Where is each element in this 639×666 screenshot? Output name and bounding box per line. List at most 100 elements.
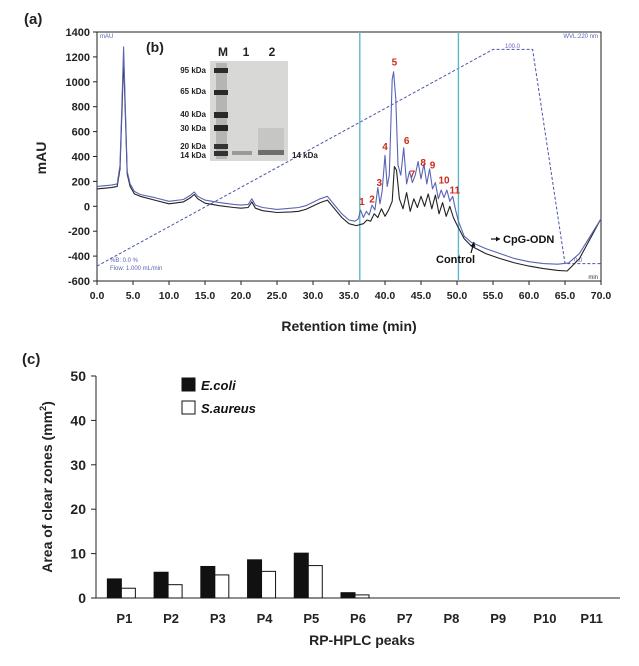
- chromatogram-x-axis-title: Retention time (min): [281, 318, 416, 334]
- gel-lane-label-2: 2: [269, 45, 276, 59]
- y-title-main: Area of clear zones (mm: [39, 411, 55, 573]
- control-trace: [96, 56, 602, 272]
- gel-lane2-band: [258, 150, 284, 155]
- control-series-label: Control: [436, 254, 475, 266]
- gel-lane-marker-smear: [216, 63, 227, 159]
- bar-x-tick-label: P3: [210, 611, 226, 626]
- peak-number-label: 4: [382, 142, 388, 153]
- panel-b-label: (b): [146, 39, 164, 55]
- x-tick-label: 65.0: [555, 290, 576, 302]
- bar-x-tick-label: P9: [490, 611, 506, 626]
- chromatogram-wavelength-label: WVL:220 nm: [563, 34, 598, 40]
- x-tick-label: 0.0: [90, 290, 105, 302]
- peak-number-label: 1: [359, 197, 365, 208]
- bar-chart-axes: 0 10 20 30 40 50 P1 P2 P3 P4 P5 P6 P7 P8 P9 P10 P11: [70, 368, 620, 626]
- gel-band-20kda: [214, 144, 228, 149]
- bar-chart-y-axis-title: Area of clear zones (mm2): [38, 401, 55, 573]
- bar-ecoli: [106, 578, 122, 599]
- gel-marker-95kda: 95 kDa: [180, 66, 206, 75]
- y-tick-label: 400: [72, 152, 90, 164]
- gel-marker-65kda: 65 kDa: [180, 87, 206, 96]
- bar-ecoli: [247, 559, 263, 599]
- x-tick-label: 30.0: [303, 290, 324, 302]
- gel-band-40kda: [214, 112, 228, 118]
- y-title-close: ): [39, 401, 55, 406]
- bar-chart-x-axis-title: RP-HPLC peaks: [309, 632, 415, 648]
- x-tick-label: 70.0: [591, 290, 612, 302]
- bar-x-tick-label: P1: [116, 611, 132, 626]
- legend-swatch-saureus: [181, 400, 196, 415]
- peak-number-label: 11: [450, 186, 461, 197]
- gel-band-14kda: [214, 151, 228, 156]
- y-tick-label: 800: [72, 102, 90, 114]
- peak-number-label: 6: [404, 136, 410, 147]
- chromatogram-ticks: -600 -400 -200 0 200 400 600 800 1000 1200 1400 0.0…: [66, 27, 612, 302]
- gel-band-65kda: [214, 90, 228, 95]
- legend-swatch-ecoli: [181, 377, 196, 392]
- y-tick-label: 1000: [66, 77, 90, 89]
- x-tick-label: 5.0: [126, 290, 141, 302]
- bar-saureus: [120, 587, 136, 599]
- peak-number-label: 9: [430, 161, 436, 172]
- gel-lane2-smear: [258, 128, 284, 150]
- collection-window-lines: [359, 32, 460, 281]
- flow-rate-label: Flow: 1.000 mL/min: [110, 266, 162, 272]
- gel-marker-20kda: 20 kDa: [180, 142, 206, 151]
- y-tick-label: 200: [72, 176, 90, 188]
- bar-x-tick-label: P6: [350, 611, 366, 626]
- x-tick-label: 25.0: [267, 290, 288, 302]
- bar-x-tick-label: P7: [397, 611, 413, 626]
- bar-ecoli: [340, 592, 356, 599]
- peak-number-label: 2: [369, 194, 375, 205]
- x-tick-label: 45.0: [411, 290, 432, 302]
- x-tick-label: 15.0: [195, 290, 216, 302]
- bar-x-tick-label: P5: [303, 611, 319, 626]
- bar-ecoli: [293, 552, 309, 599]
- bar-chart-legend: E.coli S.aureus: [181, 377, 256, 416]
- y-tick-label: 600: [72, 127, 90, 139]
- chromatogram-y-axis-title: mAU: [33, 142, 49, 175]
- gel-lane-label-m: M: [218, 45, 228, 59]
- bar-y-tick-label: 0: [78, 590, 86, 606]
- bar-saureus: [167, 584, 183, 599]
- bar-x-tick-label: P4: [257, 611, 274, 626]
- bar-x-tick-label: P2: [163, 611, 179, 626]
- chromatogram-min-label: min: [588, 275, 598, 281]
- gel-band-95kda: [214, 68, 228, 73]
- bar-y-tick-label: 10: [70, 546, 86, 562]
- bar-x-tick-label: P8: [444, 611, 460, 626]
- bar-saureus: [354, 594, 370, 599]
- panel-c-label: (c): [22, 351, 40, 368]
- y-tick-label: 0: [84, 201, 90, 213]
- bar-saureus: [214, 574, 230, 599]
- gel-marker-40kda: 40 kDa: [180, 110, 206, 119]
- gel-band-30kda: [214, 125, 228, 131]
- control-label-group: Control: [436, 241, 476, 266]
- peak-number-label: 7: [410, 169, 416, 180]
- bar-y-tick-label: 30: [70, 457, 86, 473]
- gel-lane-label-1: 1: [243, 45, 250, 59]
- bar-ecoli: [153, 571, 169, 599]
- peak-number-label: 5: [392, 57, 398, 68]
- cpg-odn-series-label: CpG-ODN: [503, 234, 554, 246]
- gradient-line: [96, 48, 601, 267]
- cpg-odn-trace: [96, 46, 602, 265]
- x-tick-label: 10.0: [159, 290, 180, 302]
- x-tick-label: 50.0: [447, 290, 468, 302]
- bar-x-tick-label: P11: [580, 611, 602, 626]
- bar-saureus: [261, 570, 277, 599]
- chromatogram-corner-unit: mAU: [100, 34, 113, 40]
- peak-number-label: 10: [438, 176, 450, 187]
- y-tick-label: -400: [68, 251, 90, 263]
- panel-a-label: (a): [24, 11, 42, 28]
- y-tick-label: -200: [68, 226, 90, 238]
- legend-label-saureus: S.aureus: [201, 401, 256, 416]
- bar-y-tick-label: 50: [70, 368, 86, 384]
- peak-number-label: 8: [420, 158, 426, 169]
- bar-y-tick-label: 40: [70, 412, 86, 428]
- gradient-top-label: 100.0: [505, 44, 521, 50]
- control-arrowhead: [470, 242, 476, 247]
- y-tick-label: 1400: [66, 27, 90, 39]
